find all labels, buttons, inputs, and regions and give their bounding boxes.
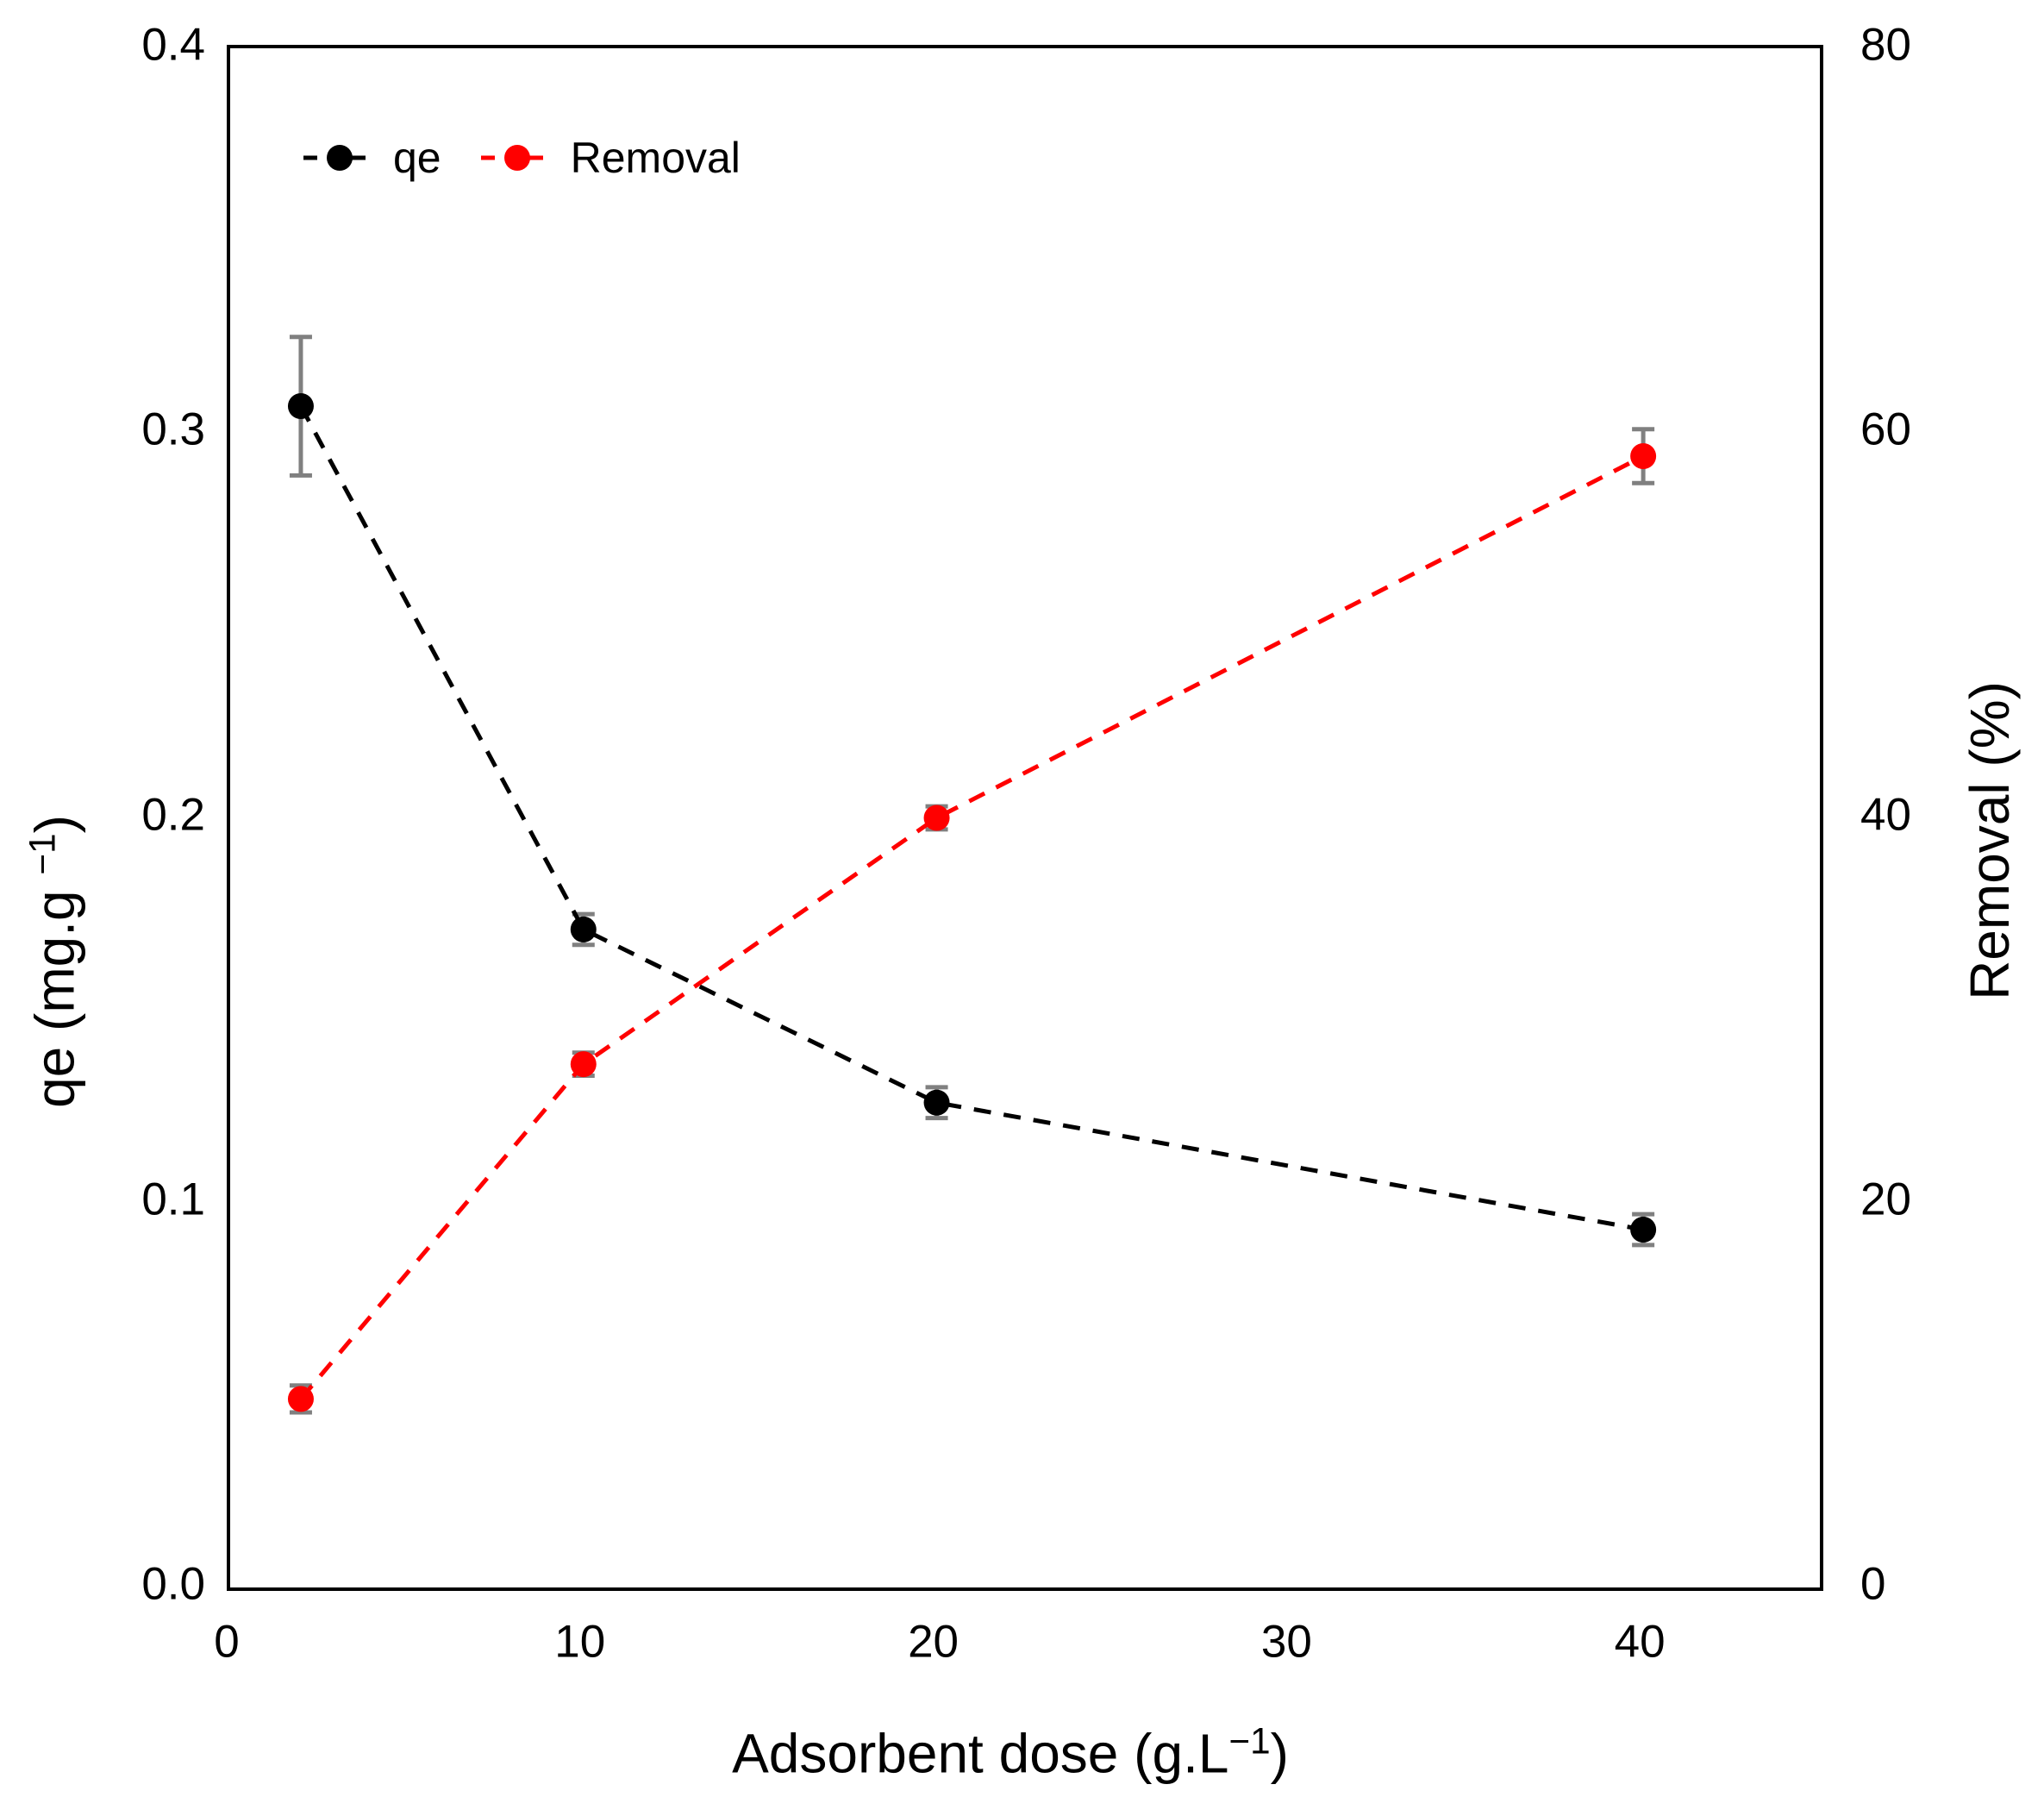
legend-sample-svg [303, 145, 376, 171]
y-left-title-text: qe (mg.g [23, 874, 86, 1108]
data-point-qe [1630, 1216, 1657, 1243]
x-tick-label-20: 20 [908, 1616, 959, 1668]
data-point-removal [570, 1051, 597, 1078]
x-tick-label-0: 0 [214, 1616, 240, 1668]
series-line-removal [299, 454, 1645, 1400]
legend-dot-icon [327, 145, 353, 171]
removal-line-marker-icon [480, 143, 553, 172]
data-point-qe [570, 916, 597, 942]
data-point-removal [287, 1386, 314, 1412]
legend-label-removal: Removal [570, 134, 741, 182]
x-title-close: ) [1270, 1722, 1289, 1785]
y-right-tick-label-0: 0 [1860, 1558, 1886, 1610]
plot-area [227, 45, 1823, 1591]
x-tick-label-40: 40 [1614, 1616, 1666, 1668]
legend: qe Removal [303, 136, 741, 179]
legend-sample-svg [480, 145, 553, 171]
legend-item-qe: qe [303, 136, 441, 179]
legend-item-removal: Removal [480, 134, 741, 182]
y-axis-left-title: qe (mg.g −1) [22, 815, 85, 1108]
x-tick-label-10: 10 [554, 1616, 606, 1668]
legend-dot-icon [503, 145, 530, 171]
y-left-tick-label-0.1: 0.1 [141, 1174, 205, 1225]
y-right-title-text: Removal (%) [1959, 681, 2021, 1000]
x-title-superscript: −1 [1228, 1720, 1271, 1762]
qe-line-marker-icon [303, 143, 376, 172]
y-left-title-close: ) [23, 815, 86, 834]
y-left-tick-label-0.3: 0.3 [141, 404, 205, 455]
y-left-title-superscript: −1 [22, 833, 63, 875]
legend-label-qe: qe [393, 134, 441, 182]
x-title-text: Adsorbent dose (g.L [732, 1722, 1229, 1785]
data-point-removal [1630, 443, 1657, 470]
y-right-tick-label-60: 60 [1860, 404, 1911, 455]
data-point-qe [287, 393, 314, 420]
y-right-tick-label-40: 40 [1860, 789, 1911, 840]
y-right-tick-label-80: 80 [1860, 19, 1911, 71]
series-line-qe [298, 404, 1644, 1232]
x-axis-title: Adsorbent dose (g.L−1) [732, 1723, 1289, 1781]
y-left-tick-label-0.0: 0.0 [141, 1558, 205, 1610]
y-right-tick-label-20: 20 [1860, 1174, 1911, 1225]
chart-canvas [287, 335, 1657, 1415]
x-tick-label-30: 30 [1260, 1616, 1312, 1668]
data-point-qe [923, 1089, 950, 1116]
y-left-tick-label-0.4: 0.4 [141, 19, 205, 71]
y-left-tick-label-0.2: 0.2 [141, 789, 205, 840]
y-axis-right-title: Removal (%) [1959, 681, 2021, 1000]
data-point-removal [923, 805, 950, 831]
